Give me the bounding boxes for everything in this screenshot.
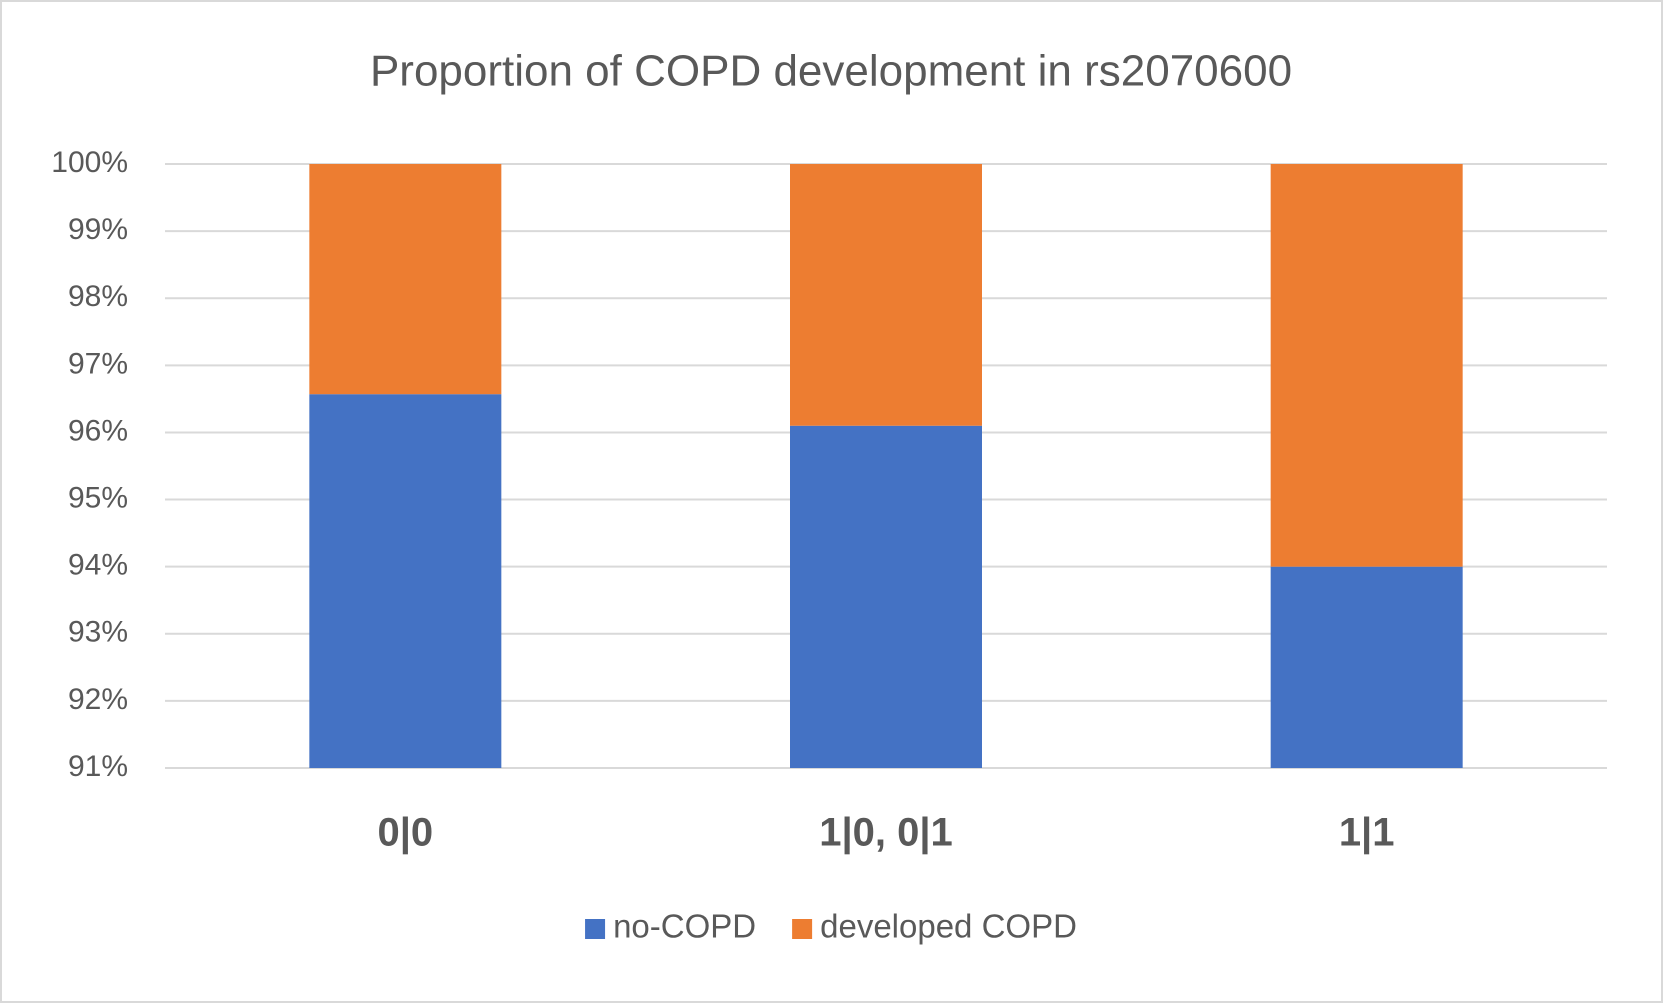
bar-segment [309, 164, 502, 395]
bar-segment [790, 164, 982, 426]
y-tick-label: 98% [68, 280, 128, 313]
bar-segment [309, 394, 502, 768]
y-tick-label: 91% [68, 750, 128, 783]
y-tick-label: 100% [51, 146, 128, 179]
x-tick-label: 1|1 [1339, 811, 1395, 855]
y-tick-label: 99% [68, 213, 128, 246]
y-tick-label: 97% [68, 347, 128, 380]
legend-label: no-COPD [613, 908, 756, 945]
y-tick-label: 94% [68, 549, 128, 582]
x-tick-label: 0|0 [377, 811, 433, 855]
y-tick-label: 96% [68, 414, 128, 447]
legend-marker [585, 919, 606, 939]
legend-marker [792, 919, 813, 939]
y-tick-label: 93% [68, 616, 128, 649]
legend-label: developed COPD [820, 908, 1077, 945]
y-tick-label: 92% [68, 683, 128, 716]
chart-title: Proportion of COPD development in rs2070… [370, 47, 1292, 96]
bar-segment [1270, 164, 1463, 567]
x-tick-label: 1|0, 0|1 [819, 811, 953, 855]
y-tick-label: 95% [68, 481, 128, 514]
bar-segment [1270, 566, 1463, 768]
bar-segment [790, 425, 982, 768]
